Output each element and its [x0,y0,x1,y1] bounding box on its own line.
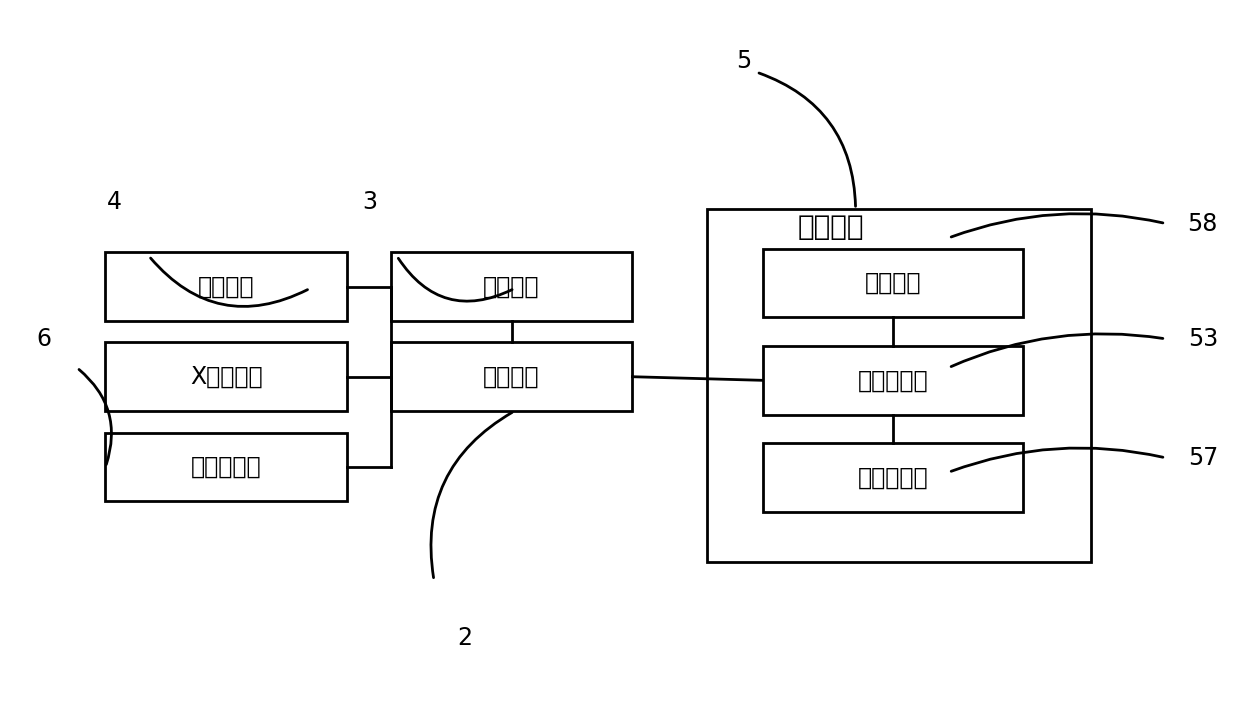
Text: X射线球管: X射线球管 [190,365,263,389]
Text: 总控制器: 总控制器 [484,365,539,389]
Text: 6: 6 [36,327,51,351]
Text: 53: 53 [1188,327,1218,351]
Text: 2: 2 [458,626,472,650]
Bar [763,346,1023,415]
Text: 平板检测器: 平板检测器 [191,455,262,479]
Text: 58: 58 [1188,211,1218,236]
Bar [105,342,347,411]
Bar [105,252,347,321]
Text: 3: 3 [362,190,377,214]
Bar [763,249,1023,317]
Text: 语音模块: 语音模块 [864,271,921,295]
Bar [391,342,632,411]
Text: 57: 57 [1188,446,1218,470]
Bar [707,209,1091,562]
Text: 5: 5 [737,49,751,74]
Text: 语音装置: 语音装置 [797,213,864,241]
Text: 4: 4 [107,190,122,214]
Text: 霍尔传感器: 霍尔传感器 [858,466,928,490]
Bar [105,433,347,501]
Text: 检测平台: 检测平台 [198,275,254,298]
Text: 语音控制器: 语音控制器 [858,368,928,392]
Text: 检测立架: 检测立架 [484,275,539,298]
Bar [391,252,632,321]
Bar [763,443,1023,512]
